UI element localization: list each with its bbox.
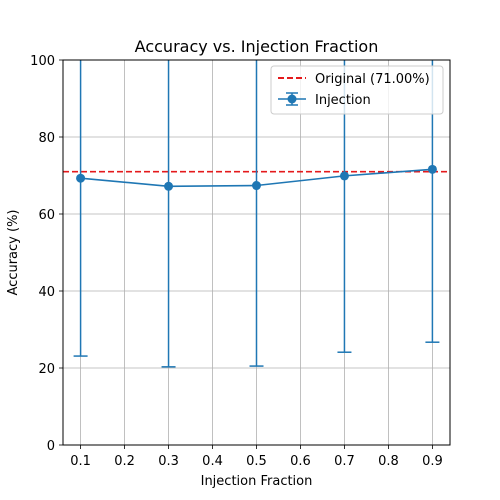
x-axis: 0.1 0.2 0.3 0.4 0.5 0.6 0.7 0.8 0.9 xyxy=(70,445,443,469)
x-tick-label: 0.5 xyxy=(246,454,267,469)
x-tick-label: 0.7 xyxy=(334,454,355,469)
data-point xyxy=(76,173,86,183)
x-axis-label: Injection Fraction xyxy=(201,474,313,489)
x-tick-label: 0.8 xyxy=(378,454,399,469)
x-tick-label: 0.4 xyxy=(202,454,223,469)
x-tick-label: 0.3 xyxy=(158,454,179,469)
legend-series-swatch xyxy=(278,92,306,106)
data-point xyxy=(164,181,174,191)
y-axis-label: Accuracy (%) xyxy=(6,210,21,296)
y-tick-label: 60 xyxy=(38,208,55,223)
data-point xyxy=(252,181,261,191)
y-tick-label: 80 xyxy=(38,131,55,146)
legend-swatch-marker xyxy=(287,94,297,104)
y-axis: 0 20 40 60 80 100 xyxy=(30,54,63,454)
x-tick-label: 0.6 xyxy=(290,454,311,469)
x-tick-label: 0.2 xyxy=(114,454,135,469)
x-tick-label: 0.9 xyxy=(422,454,443,469)
legend-reference-label: Original (71.00%) xyxy=(315,72,430,87)
legend-box xyxy=(270,65,444,115)
data-point xyxy=(427,164,437,174)
legend: Original (71.00%) Injection xyxy=(270,65,444,115)
data-point xyxy=(339,171,349,181)
y-tick-label: 0 xyxy=(47,439,55,454)
x-tick-label: 0.1 xyxy=(70,454,91,469)
legend-series-label: Injection xyxy=(315,93,371,108)
y-tick-label: 40 xyxy=(38,285,55,300)
series-layer xyxy=(73,60,440,368)
y-tick-label: 100 xyxy=(30,54,55,69)
y-tick-label: 20 xyxy=(38,362,55,377)
chart-title: Accuracy vs. Injection Fraction xyxy=(135,37,379,56)
